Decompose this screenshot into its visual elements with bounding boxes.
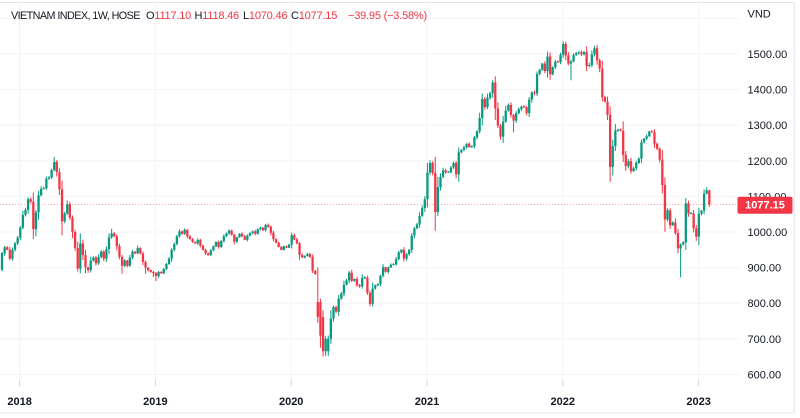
svg-text:600.00: 600.00 <box>748 369 782 381</box>
svg-text:C1077.15: C1077.15 <box>291 10 337 22</box>
svg-text:1500.00: 1500.00 <box>748 49 788 61</box>
svg-text:900.00: 900.00 <box>748 263 782 275</box>
svg-text:2022: 2022 <box>551 396 575 408</box>
svg-text:2018: 2018 <box>7 396 31 408</box>
svg-text:−39.95 (−3.58%): −39.95 (−3.58%) <box>348 10 427 22</box>
svg-text:VIETNAM INDEX, 1W, HOSE: VIETNAM INDEX, 1W, HOSE <box>11 10 140 22</box>
svg-text:2023: 2023 <box>686 396 710 408</box>
svg-text:L1070.46: L1070.46 <box>243 10 287 22</box>
svg-text:1077.15: 1077.15 <box>745 200 785 212</box>
svg-text:O1117.10: O1117.10 <box>146 10 191 22</box>
svg-text:2019: 2019 <box>143 396 167 408</box>
svg-text:1400.00: 1400.00 <box>748 85 788 97</box>
svg-text:800.00: 800.00 <box>748 298 782 310</box>
svg-text:VND: VND <box>748 9 771 21</box>
svg-text:1000.00: 1000.00 <box>748 227 788 239</box>
svg-text:1200.00: 1200.00 <box>748 156 788 168</box>
svg-text:1300.00: 1300.00 <box>748 120 788 132</box>
svg-text:2020: 2020 <box>279 396 303 408</box>
svg-text:700.00: 700.00 <box>748 334 782 346</box>
svg-text:2021: 2021 <box>415 396 439 408</box>
svg-text:H1118.46: H1118.46 <box>195 10 240 22</box>
